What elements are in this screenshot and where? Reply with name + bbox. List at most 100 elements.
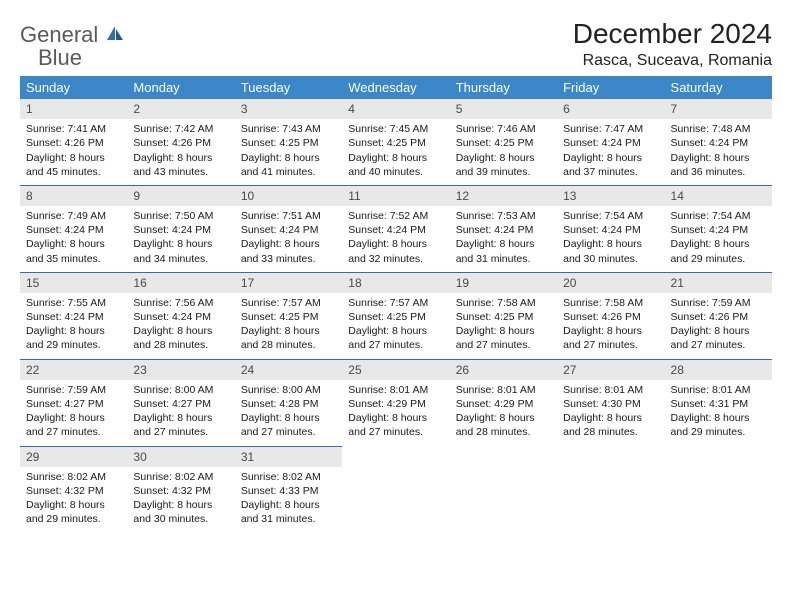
sunset-line: Sunset: 4:26 PM [563, 310, 658, 324]
calendar-cell: 8Sunrise: 7:49 AMSunset: 4:24 PMDaylight… [20, 185, 127, 272]
sunrise-line: Sunrise: 7:58 AM [456, 296, 551, 310]
day-number: 1 [20, 99, 127, 119]
day-number: 12 [450, 186, 557, 206]
calendar-cell: 25Sunrise: 8:01 AMSunset: 4:29 PMDayligh… [342, 359, 449, 446]
sunrise-line: Sunrise: 7:50 AM [133, 209, 228, 223]
day-body: Sunrise: 8:01 AMSunset: 4:31 PMDaylight:… [665, 380, 772, 446]
sunset-line: Sunset: 4:29 PM [348, 397, 443, 411]
day-body: Sunrise: 7:45 AMSunset: 4:25 PMDaylight:… [342, 119, 449, 185]
calendar-cell: 16Sunrise: 7:56 AMSunset: 4:24 PMDayligh… [127, 272, 234, 359]
day-body: Sunrise: 7:42 AMSunset: 4:26 PMDaylight:… [127, 119, 234, 185]
sunset-line: Sunset: 4:24 PM [348, 223, 443, 237]
daylight-line: Daylight: 8 hours and 31 minutes. [456, 237, 551, 265]
sunset-line: Sunset: 4:24 PM [133, 310, 228, 324]
daylight-line: Daylight: 8 hours and 37 minutes. [563, 151, 658, 179]
sunset-line: Sunset: 4:24 PM [241, 223, 336, 237]
title-block: December 2024 Rasca, Suceava, Romania [573, 18, 772, 70]
daylight-line: Daylight: 8 hours and 27 minutes. [26, 411, 121, 439]
day-number: 14 [665, 186, 772, 206]
calendar-cell: 28Sunrise: 8:01 AMSunset: 4:31 PMDayligh… [665, 359, 772, 446]
sunrise-line: Sunrise: 7:45 AM [348, 122, 443, 136]
calendar-cell [342, 446, 449, 532]
sunrise-line: Sunrise: 8:01 AM [563, 383, 658, 397]
sunrise-line: Sunrise: 7:42 AM [133, 122, 228, 136]
calendar-cell: 9Sunrise: 7:50 AMSunset: 4:24 PMDaylight… [127, 185, 234, 272]
daylight-line: Daylight: 8 hours and 29 minutes. [26, 324, 121, 352]
day-number: 7 [665, 99, 772, 119]
daylight-line: Daylight: 8 hours and 40 minutes. [348, 151, 443, 179]
sunrise-line: Sunrise: 7:41 AM [26, 122, 121, 136]
sunrise-line: Sunrise: 7:47 AM [563, 122, 658, 136]
sunrise-line: Sunrise: 7:54 AM [671, 209, 766, 223]
sunrise-line: Sunrise: 8:02 AM [133, 470, 228, 484]
daylight-line: Daylight: 8 hours and 35 minutes. [26, 237, 121, 265]
sunset-line: Sunset: 4:24 PM [26, 223, 121, 237]
day-body: Sunrise: 7:59 AMSunset: 4:27 PMDaylight:… [20, 380, 127, 446]
sunset-line: Sunset: 4:24 PM [671, 136, 766, 150]
sunset-line: Sunset: 4:31 PM [671, 397, 766, 411]
calendar-cell [665, 446, 772, 532]
day-body: Sunrise: 7:51 AMSunset: 4:24 PMDaylight:… [235, 206, 342, 272]
day-number: 4 [342, 99, 449, 119]
day-number: 8 [20, 186, 127, 206]
daylight-line: Daylight: 8 hours and 27 minutes. [133, 411, 228, 439]
day-header: Saturday [665, 76, 772, 99]
day-number: 16 [127, 273, 234, 293]
day-body: Sunrise: 8:00 AMSunset: 4:27 PMDaylight:… [127, 380, 234, 446]
day-number: 17 [235, 273, 342, 293]
sunset-line: Sunset: 4:24 PM [563, 223, 658, 237]
sunset-line: Sunset: 4:25 PM [348, 310, 443, 324]
daylight-line: Daylight: 8 hours and 41 minutes. [241, 151, 336, 179]
sunrise-line: Sunrise: 7:51 AM [241, 209, 336, 223]
sunrise-line: Sunrise: 7:48 AM [671, 122, 766, 136]
daylight-line: Daylight: 8 hours and 45 minutes. [26, 151, 121, 179]
sunset-line: Sunset: 4:25 PM [241, 136, 336, 150]
sunrise-line: Sunrise: 8:01 AM [348, 383, 443, 397]
day-number: 22 [20, 360, 127, 380]
calendar-cell: 13Sunrise: 7:54 AMSunset: 4:24 PMDayligh… [557, 185, 664, 272]
daylight-line: Daylight: 8 hours and 43 minutes. [133, 151, 228, 179]
calendar-cell: 20Sunrise: 7:58 AMSunset: 4:26 PMDayligh… [557, 272, 664, 359]
sunset-line: Sunset: 4:24 PM [26, 310, 121, 324]
day-body: Sunrise: 7:48 AMSunset: 4:24 PMDaylight:… [665, 119, 772, 185]
day-body: Sunrise: 7:47 AMSunset: 4:24 PMDaylight:… [557, 119, 664, 185]
day-body: Sunrise: 7:57 AMSunset: 4:25 PMDaylight:… [235, 293, 342, 359]
day-body: Sunrise: 8:00 AMSunset: 4:28 PMDaylight:… [235, 380, 342, 446]
calendar-cell: 14Sunrise: 7:54 AMSunset: 4:24 PMDayligh… [665, 185, 772, 272]
day-body: Sunrise: 7:59 AMSunset: 4:26 PMDaylight:… [665, 293, 772, 359]
sunrise-line: Sunrise: 7:52 AM [348, 209, 443, 223]
calendar-cell [450, 446, 557, 532]
day-number: 29 [20, 447, 127, 467]
day-number: 18 [342, 273, 449, 293]
day-body: Sunrise: 7:56 AMSunset: 4:24 PMDaylight:… [127, 293, 234, 359]
day-body: Sunrise: 7:58 AMSunset: 4:25 PMDaylight:… [450, 293, 557, 359]
day-header: Friday [557, 76, 664, 99]
calendar-cell: 5Sunrise: 7:46 AMSunset: 4:25 PMDaylight… [450, 99, 557, 185]
sunrise-line: Sunrise: 7:59 AM [671, 296, 766, 310]
calendar-cell: 15Sunrise: 7:55 AMSunset: 4:24 PMDayligh… [20, 272, 127, 359]
calendar-cell: 18Sunrise: 7:57 AMSunset: 4:25 PMDayligh… [342, 272, 449, 359]
sunset-line: Sunset: 4:24 PM [563, 136, 658, 150]
daylight-line: Daylight: 8 hours and 34 minutes. [133, 237, 228, 265]
day-body: Sunrise: 7:43 AMSunset: 4:25 PMDaylight:… [235, 119, 342, 185]
day-number: 20 [557, 273, 664, 293]
daylight-line: Daylight: 8 hours and 27 minutes. [348, 411, 443, 439]
sunrise-line: Sunrise: 7:58 AM [563, 296, 658, 310]
logo-word-1: General [20, 22, 98, 47]
logo-sail-icon [105, 24, 125, 47]
daylight-line: Daylight: 8 hours and 28 minutes. [563, 411, 658, 439]
sunset-line: Sunset: 4:27 PM [26, 397, 121, 411]
day-body: Sunrise: 7:55 AMSunset: 4:24 PMDaylight:… [20, 293, 127, 359]
calendar-cell: 2Sunrise: 7:42 AMSunset: 4:26 PMDaylight… [127, 99, 234, 185]
sunset-line: Sunset: 4:26 PM [26, 136, 121, 150]
day-number: 11 [342, 186, 449, 206]
calendar-cell: 21Sunrise: 7:59 AMSunset: 4:26 PMDayligh… [665, 272, 772, 359]
calendar-cell: 12Sunrise: 7:53 AMSunset: 4:24 PMDayligh… [450, 185, 557, 272]
calendar-cell: 6Sunrise: 7:47 AMSunset: 4:24 PMDaylight… [557, 99, 664, 185]
day-number: 23 [127, 360, 234, 380]
day-body: Sunrise: 7:53 AMSunset: 4:24 PMDaylight:… [450, 206, 557, 272]
calendar-cell: 23Sunrise: 8:00 AMSunset: 4:27 PMDayligh… [127, 359, 234, 446]
day-body: Sunrise: 8:02 AMSunset: 4:32 PMDaylight:… [20, 467, 127, 533]
sunset-line: Sunset: 4:33 PM [241, 484, 336, 498]
sunrise-line: Sunrise: 7:43 AM [241, 122, 336, 136]
